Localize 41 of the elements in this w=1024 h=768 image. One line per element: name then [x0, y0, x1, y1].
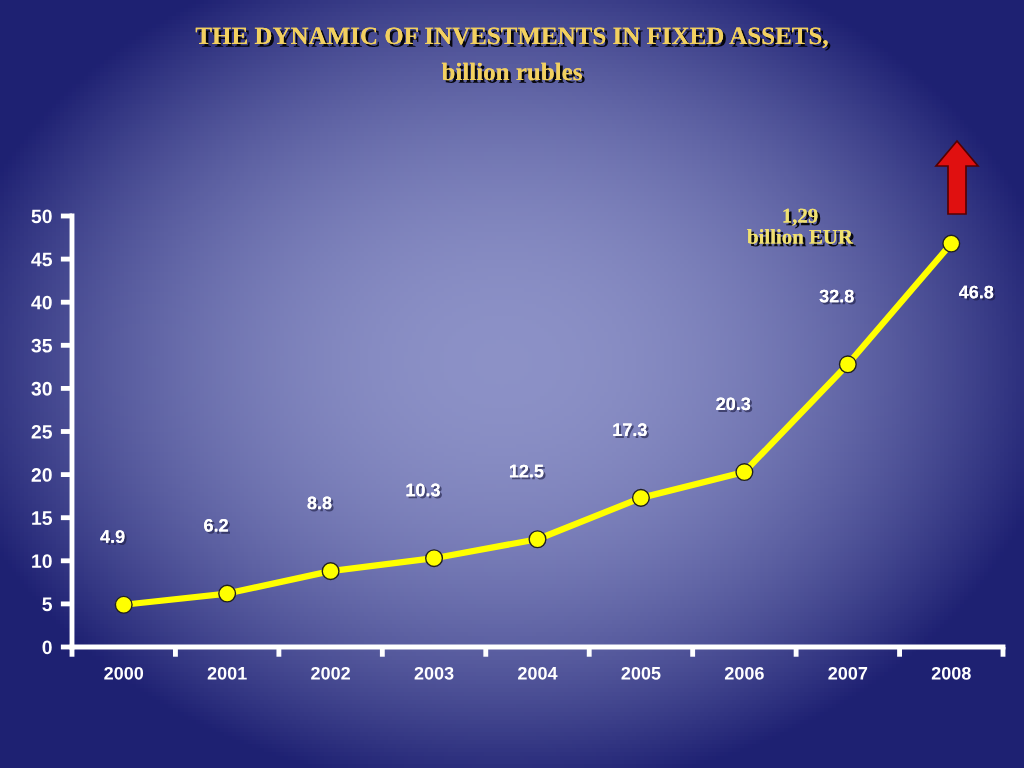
data-label: 4.9 [100, 530, 127, 546]
chart-title: THE DYNAMIC OF INVESTMENTS IN FIXED ASSETS, [195, 27, 831, 51]
point [735, 462, 754, 482]
data-label: 8.8 [307, 496, 334, 512]
y-tick-label: 40 [31, 295, 52, 310]
data-label: 10.3 [406, 483, 442, 499]
y-tick-label: 15 [32, 511, 53, 525]
x-tick-label: 2006 [724, 666, 764, 680]
y-tick-label: 10 [32, 554, 52, 569]
x-tick-label: 2007 [828, 666, 868, 680]
point [321, 562, 340, 581]
x-tick-label: 2005 [621, 666, 661, 680]
data-label: 46.8 [958, 285, 996, 301]
x-tick-label: 2001 [207, 666, 247, 680]
chart-subtitle: billion rubles [441, 62, 585, 84]
x-tick-label: 2000 [104, 666, 144, 680]
point [942, 234, 961, 253]
point [114, 595, 133, 614]
y-tick-label: 5 [42, 597, 53, 612]
y-tick-label: 20 [31, 468, 52, 482]
data-label: 6.2 [204, 518, 230, 534]
data-label: 20.3 [716, 397, 753, 413]
y-tick-label: 50 [31, 209, 52, 224]
annotation: 1,29 billion EUR [747, 208, 856, 247]
point [528, 530, 547, 549]
data-label: 32.8 [819, 289, 856, 305]
x-tick-label: 2002 [311, 666, 350, 680]
y-tick-label: 25 [31, 424, 53, 439]
y-tick-label: 30 [31, 381, 52, 396]
point [425, 549, 444, 568]
y-tick-label: 45 [31, 252, 53, 267]
y-tick-label: 0 [42, 640, 52, 655]
y-tick-label: 35 [31, 338, 53, 353]
x-tick-label: 2008 [931, 666, 971, 680]
data-label: 12.5 [509, 464, 546, 480]
point [838, 355, 857, 374]
point [631, 488, 650, 507]
data-label: 17.3 [613, 423, 649, 439]
point [218, 584, 237, 603]
x-tick-label: 2004 [518, 666, 558, 680]
x-tick-label: 2003 [414, 666, 454, 680]
